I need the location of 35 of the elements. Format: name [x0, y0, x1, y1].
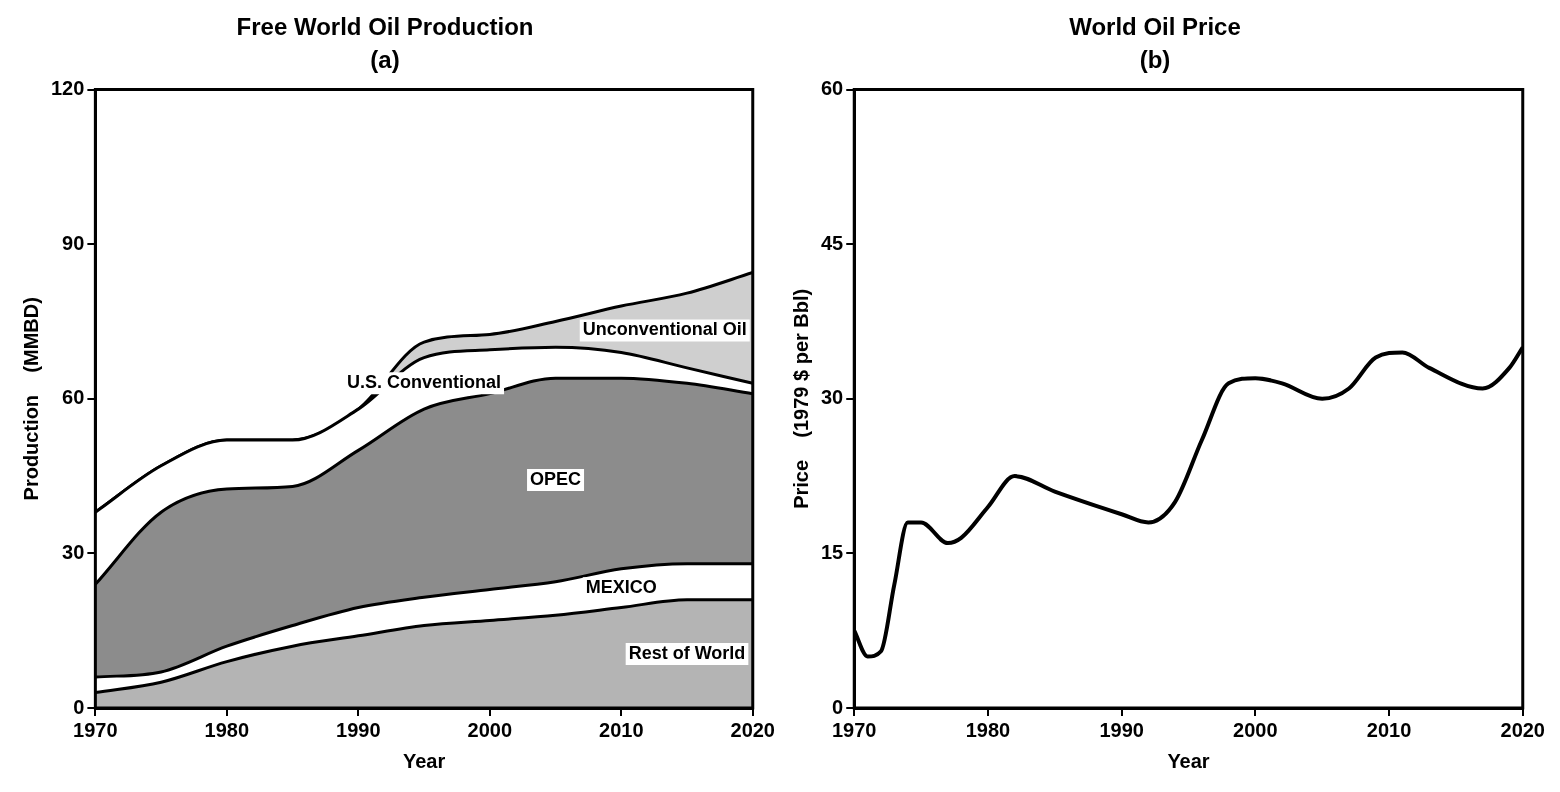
y-axis-title: Production (MMBD) — [19, 297, 42, 501]
x-axis-title: Year — [1167, 749, 1210, 772]
series-label: U.S. Conventional — [347, 372, 502, 393]
y-tick-label: 15 — [821, 540, 844, 563]
y-tick-label: 90 — [62, 231, 85, 254]
x-tick-label: 1980 — [204, 718, 250, 741]
x-tick-label: 1990 — [1099, 718, 1144, 741]
series-label: Rest of World — [628, 642, 746, 663]
series-label: MEXICO — [585, 577, 657, 598]
y-tick-label: 45 — [821, 231, 844, 254]
chart-title: World Oil Price — [1069, 13, 1241, 41]
y-tick-label: 0 — [73, 695, 85, 718]
x-tick-label: 1980 — [965, 718, 1011, 741]
x-tick-label: 2000 — [467, 718, 513, 741]
chart-subtitle: (a) — [370, 45, 400, 73]
y-tick-label: 120 — [50, 77, 85, 100]
y-axis-title: Price (1979 $ per Bbl) — [789, 288, 812, 509]
chart-title: Free World Oil Production — [236, 13, 534, 41]
x-tick-label: 2020 — [1500, 718, 1545, 741]
series-label: OPEC — [530, 468, 582, 489]
y-tick-label: 30 — [821, 386, 844, 409]
y-tick-label: 60 — [62, 386, 85, 409]
x-tick-label: 2010 — [599, 718, 644, 741]
x-axis-title: Year — [402, 749, 446, 772]
x-tick-label: 2010 — [1366, 718, 1412, 741]
y-tick-label: 30 — [62, 540, 85, 563]
x-tick-label: 1990 — [336, 718, 381, 741]
y-tick-label: 60 — [821, 77, 844, 100]
x-tick-label: 2000 — [1233, 718, 1278, 741]
y-tick-label: 0 — [832, 695, 844, 718]
series-label: Unconventional Oil — [582, 319, 747, 340]
x-tick-label: 1970 — [832, 718, 877, 741]
x-tick-label: 2020 — [730, 718, 775, 741]
x-tick-label: 1970 — [73, 718, 118, 741]
chart-subtitle: (b) — [1139, 45, 1171, 73]
